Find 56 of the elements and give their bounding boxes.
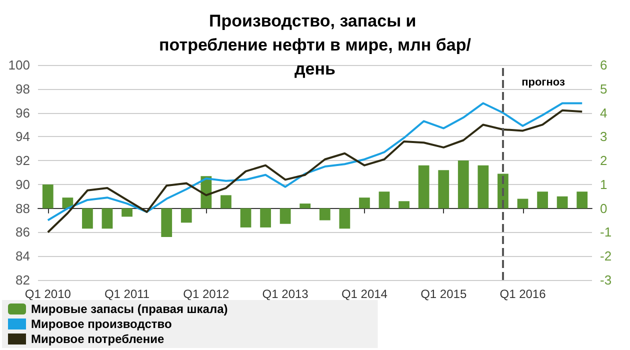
y2-tick-label: 5 — [600, 81, 608, 96]
y2-tick-label: -1 — [600, 224, 612, 240]
chart-title: Производство, запасы и потребление нефти в мире, млн бар/день — [159, 12, 472, 78]
x-tick-label: Q1 2015 — [420, 287, 467, 301]
x-tick-label: Q1 2010 — [24, 287, 72, 301]
legend-label: Мировое производство — [31, 317, 172, 331]
x-tick-label: Q1 2016 — [500, 287, 546, 301]
annotation: прогноз — [522, 76, 566, 88]
bar — [240, 208, 252, 228]
bar — [359, 198, 370, 208]
legend-label: Мировые запасы (правая шкала) — [31, 302, 228, 316]
y2-tick-label: 0 — [600, 200, 608, 216]
bar — [398, 201, 410, 208]
bar — [161, 208, 172, 237]
legend-label: Мировое потребление — [31, 332, 164, 346]
y-tick-label: 96 — [16, 105, 30, 120]
y-tick-label: 88 — [16, 200, 30, 216]
bar — [180, 208, 192, 223]
bar — [339, 208, 350, 229]
y-tick-label: 86 — [16, 224, 30, 240]
bar — [576, 192, 588, 208]
bar — [122, 208, 132, 217]
bar — [102, 208, 113, 229]
bar — [319, 208, 330, 220]
bar — [378, 192, 390, 208]
bar — [537, 192, 548, 208]
y2-tick-label: 3 — [600, 129, 608, 144]
y2-tick-label: -2 — [600, 248, 612, 264]
bar — [280, 208, 291, 224]
bar — [556, 196, 568, 208]
x-tick-label: Q1 2013 — [262, 287, 309, 301]
y-tick-label: 98 — [16, 81, 30, 96]
bar — [42, 184, 54, 208]
x-tick-label: Q1 2014 — [341, 287, 388, 301]
y-tick-label: 82 — [16, 272, 30, 288]
y2-tick-label: 1 — [600, 176, 608, 192]
x-tick-label: Q1 2011 — [104, 287, 150, 301]
bar — [478, 165, 489, 208]
y-tick-label: 94 — [16, 129, 30, 144]
bar — [260, 208, 271, 228]
y2-tick-label: 2 — [600, 153, 608, 168]
bar — [438, 170, 450, 208]
y-tick-label: 84 — [16, 248, 30, 264]
y2-tick-label: -3 — [600, 272, 612, 288]
y2-tick-label: 6 — [600, 58, 608, 72]
bar — [300, 204, 311, 208]
x-tick-label: Q1 2012 — [183, 287, 230, 301]
y2-tick-label: 4 — [600, 105, 608, 120]
bar — [517, 198, 528, 208]
y-tick-label: 90 — [16, 176, 30, 192]
y-tick-label: 100 — [8, 58, 30, 72]
y-tick-label: 92 — [16, 153, 30, 168]
bar — [418, 165, 430, 208]
bar — [220, 195, 232, 208]
bar — [82, 208, 93, 229]
bar — [458, 160, 469, 208]
